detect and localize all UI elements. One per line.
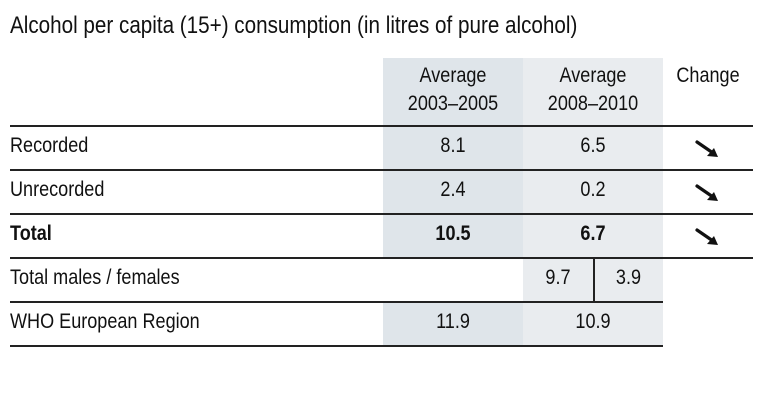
rule-header <box>10 125 753 127</box>
rule-row-3 <box>10 257 753 259</box>
value-females: 3.9 <box>615 266 642 289</box>
header-line: Average <box>419 64 487 87</box>
arrow-down-right-icon <box>695 140 718 157</box>
arrow-down-right-icon <box>695 228 718 245</box>
value-males: 9.7 <box>545 266 571 289</box>
value-who-2003-2005: 11.9 <box>436 310 470 333</box>
header-line: 2008–2010 <box>547 92 639 115</box>
value-unrecorded-2003-2005: 2.4 <box>440 178 466 201</box>
row-label-recorded: Recorded <box>10 134 89 157</box>
value-recorded-2003-2005: 8.1 <box>440 134 466 157</box>
value-unrecorded-2008-2010: 0.2 <box>580 178 606 201</box>
header-line: 2003–2005 <box>407 92 499 115</box>
value-total-2003-2005: 10.5 <box>435 222 471 245</box>
header-average-2003-2005: Average 2003–2005 <box>393 62 513 118</box>
rule-bottom <box>10 345 663 347</box>
header-line: Average <box>559 64 627 87</box>
arrow-down-right-icon <box>695 184 718 201</box>
header-change-label: Change <box>676 64 740 87</box>
value-recorded-2008-2010: 6.5 <box>580 134 606 157</box>
row-label-males-females: Total males / females <box>10 266 180 289</box>
row-label-unrecorded: Unrecorded <box>10 178 105 201</box>
empty-cell <box>383 258 523 301</box>
value-who-2008-2010: 10.9 <box>575 310 611 333</box>
rule-row-4 <box>10 301 663 303</box>
divider-males-females <box>593 257 595 301</box>
row-label-total: Total <box>10 222 52 245</box>
table-title: Alcohol per capita (15+) consumption (in… <box>10 12 578 39</box>
row-label-who-region: WHO European Region <box>10 310 200 333</box>
header-change: Change <box>669 62 746 90</box>
value-total-2008-2010: 6.7 <box>580 222 606 245</box>
rule-row-2 <box>10 213 753 215</box>
rule-row-1 <box>10 169 753 171</box>
header-average-2008-2010: Average 2008–2010 <box>533 62 653 118</box>
